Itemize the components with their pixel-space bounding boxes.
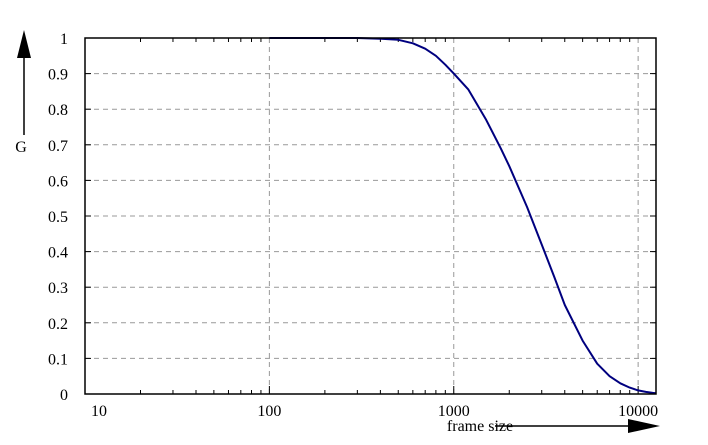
- y-tick-label: 0.9: [48, 67, 68, 84]
- x-tick-label: 1000: [438, 403, 470, 420]
- y-tick-label: 0.2: [48, 316, 68, 333]
- y-tick-label: 0.7: [48, 138, 68, 155]
- x-tick-label: 10000: [618, 403, 658, 420]
- x-tick-labels: 10 100 1000 10000: [91, 403, 658, 420]
- y-axis-arrow-head: [17, 30, 31, 58]
- y-tick-label: 0.4: [48, 245, 68, 262]
- y-tick-label: 0: [60, 387, 68, 404]
- y-tick-labels: 0 0.1 0.2 0.3 0.4 0.5 0.6 0.7 0.8 0.9 1: [48, 31, 68, 404]
- y-axis-label: G: [15, 139, 27, 156]
- y-tick-label: 0.3: [48, 280, 68, 297]
- plot-frame: [84, 37, 657, 395]
- y-tick-label: 0.6: [48, 173, 68, 190]
- series-layer: [269, 37, 657, 395]
- y-tick-label: 1: [60, 31, 68, 48]
- x-tick-label: 100: [257, 403, 281, 420]
- x-axis-arrow-head: [628, 419, 660, 433]
- y-tick-label: 0.8: [48, 102, 68, 119]
- y-tick-label: 0.5: [48, 209, 68, 226]
- grid: [84, 37, 656, 395]
- y-tick-label: 0.1: [48, 351, 68, 368]
- x-axis-label: frame size: [447, 418, 513, 435]
- x-tick-label: 10: [91, 403, 107, 420]
- series-line: [269, 37, 657, 395]
